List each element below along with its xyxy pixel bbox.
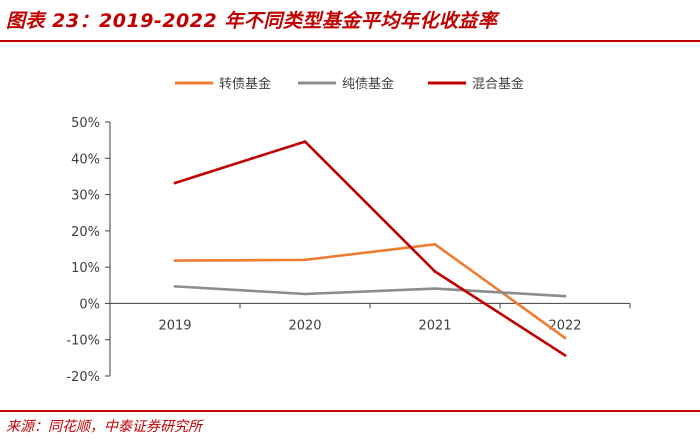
data-point bbox=[173, 285, 177, 288]
data-point bbox=[433, 287, 437, 290]
data-point bbox=[173, 181, 177, 185]
line-chart: 转债基金 纯债基金 混合基金 50% 40% 30% 20% 10% 0% -10% -20% 2… bbox=[66, 76, 631, 385]
title-divider bbox=[0, 40, 700, 42]
y-tick-label: 50% bbox=[71, 116, 100, 131]
series-line-3 bbox=[173, 140, 567, 357]
y-tick-label: 30% bbox=[71, 189, 100, 204]
data-point bbox=[563, 294, 567, 298]
legend-label: 混合基金 bbox=[472, 76, 524, 92]
data-point bbox=[563, 336, 567, 340]
data-point bbox=[563, 354, 567, 357]
source-divider bbox=[0, 410, 700, 412]
source-note: 来源：同花顺，中泰证券研究所 bbox=[6, 419, 202, 435]
y-tick-label: -10% bbox=[66, 334, 100, 349]
x-tick-label: 2019 bbox=[158, 318, 191, 333]
y-tick-label: 0% bbox=[79, 297, 100, 312]
data-point bbox=[303, 292, 307, 296]
legend-label: 转债基金 bbox=[219, 76, 271, 92]
legend: 转债基金 纯债基金 混合基金 bbox=[175, 76, 524, 92]
x-tick-label: 2020 bbox=[288, 318, 321, 333]
y-axis: 50% 40% 30% 20% 10% 0% -10% -20% bbox=[66, 116, 111, 385]
data-point bbox=[173, 259, 177, 262]
y-tick-label: 20% bbox=[71, 225, 100, 240]
data-point bbox=[303, 258, 307, 262]
x-axis: 2019 2020 2021 2022 bbox=[109, 302, 631, 333]
data-point bbox=[433, 242, 437, 246]
y-tick-label: -20% bbox=[66, 370, 100, 385]
data-point bbox=[303, 140, 307, 143]
y-tick-label: 10% bbox=[71, 261, 100, 276]
figure-title: 图表 23：2019-2022 年不同类型基金平均年化收益率 bbox=[6, 10, 498, 32]
x-tick-label: 2022 bbox=[548, 318, 581, 333]
series-lines bbox=[173, 140, 567, 357]
legend-label: 纯债基金 bbox=[342, 76, 394, 92]
data-point bbox=[433, 270, 437, 273]
x-tick-label: 2021 bbox=[418, 318, 451, 333]
y-tick-label: 40% bbox=[71, 152, 100, 167]
series-line-2 bbox=[173, 285, 567, 298]
